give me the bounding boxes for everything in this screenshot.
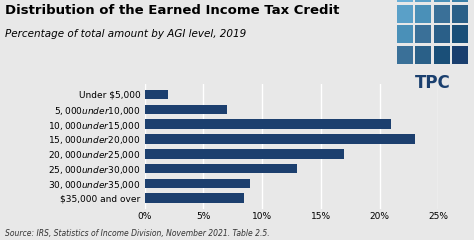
Bar: [415, 25, 431, 43]
Bar: [434, 0, 450, 2]
Bar: [145, 149, 345, 159]
Bar: [397, 46, 413, 64]
Bar: [145, 104, 227, 114]
Text: TPC: TPC: [415, 74, 450, 92]
Bar: [397, 5, 413, 23]
Bar: [145, 164, 297, 174]
Bar: [434, 5, 450, 23]
Bar: [434, 25, 450, 43]
Bar: [452, 46, 468, 64]
Bar: [452, 25, 468, 43]
Bar: [434, 46, 450, 64]
Bar: [397, 25, 413, 43]
Bar: [145, 179, 250, 188]
Bar: [415, 5, 431, 23]
Text: Distribution of the Earned Income Tax Credit: Distribution of the Earned Income Tax Cr…: [5, 4, 339, 17]
Bar: [452, 5, 468, 23]
Bar: [397, 0, 413, 2]
Bar: [145, 90, 168, 99]
Bar: [415, 46, 431, 64]
Text: Percentage of total amount by AGI level, 2019: Percentage of total amount by AGI level,…: [5, 29, 246, 39]
Bar: [145, 134, 415, 144]
Bar: [452, 0, 468, 2]
Text: Source: IRS, Statistics of Income Division, November 2021. Table 2.5.: Source: IRS, Statistics of Income Divisi…: [5, 228, 269, 238]
Bar: [145, 193, 245, 203]
Bar: [415, 0, 431, 2]
Bar: [145, 119, 392, 129]
